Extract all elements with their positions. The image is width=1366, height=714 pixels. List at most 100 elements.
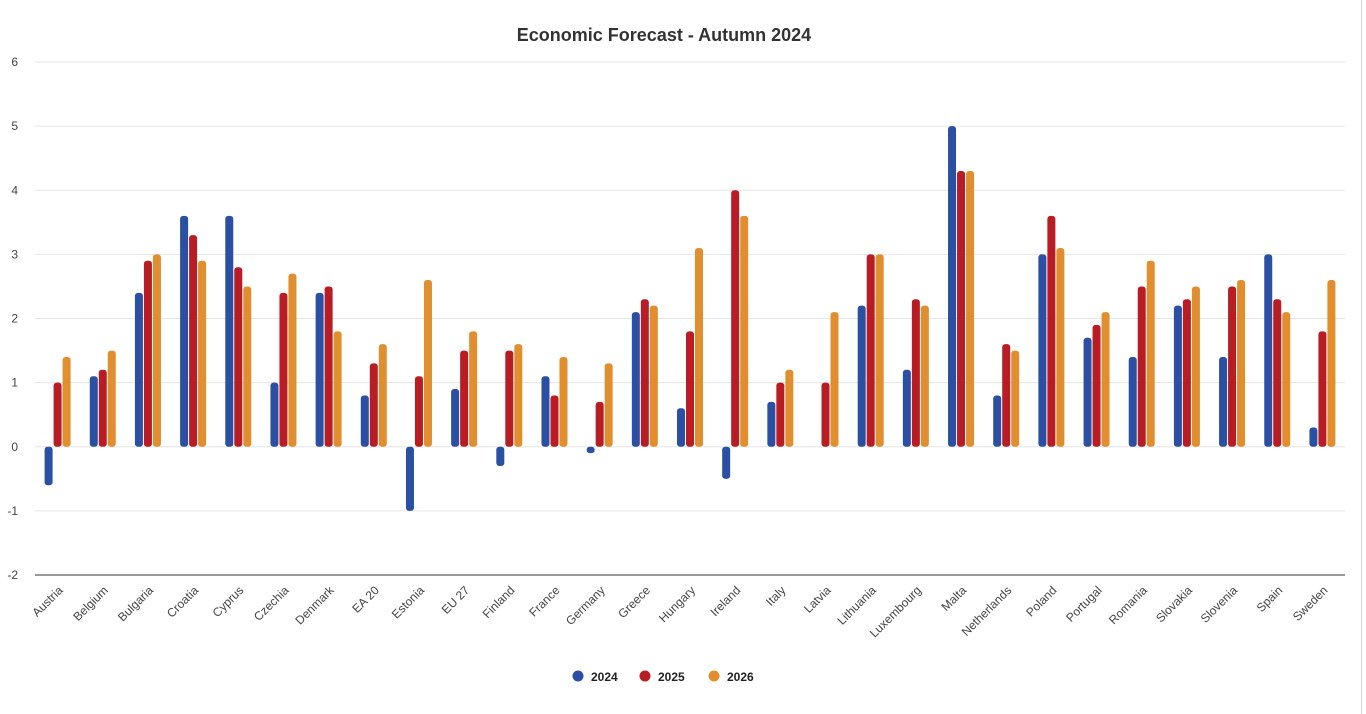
bar-2026-luxembourg: [920, 305, 929, 447]
legend-swatch-icon: [639, 670, 651, 682]
x-tick-label: Denmark: [292, 583, 337, 628]
legend-label: 2024: [591, 670, 618, 684]
bar-2025-slovenia: [1228, 286, 1237, 447]
bar-2025-luxembourg: [911, 299, 920, 447]
bar-2026-finland: [514, 344, 523, 447]
bar-2024-bulgaria: [134, 292, 143, 447]
bar-2025-sweden: [1318, 331, 1327, 447]
x-tick-label: Romania: [1106, 583, 1150, 627]
bar-2024-ireland: [722, 446, 731, 479]
bar-2025-bulgaria: [143, 260, 152, 447]
bar-2025-greece: [640, 299, 649, 447]
bar-2024-czechia: [270, 382, 279, 447]
y-tick-label: -1: [7, 504, 18, 518]
bar-2024-austria: [44, 446, 53, 486]
bar-2024-luxembourg: [902, 369, 911, 447]
bar-2026-slovenia: [1237, 280, 1246, 447]
bar-2026-croatia: [198, 260, 207, 447]
bar-2025-netherlands: [1002, 344, 1011, 447]
x-tick-label: France: [526, 583, 563, 620]
x-tick-label: Estonia: [389, 583, 427, 621]
x-tick-label: Hungary: [656, 583, 698, 625]
bar-2025-lithuania: [866, 254, 875, 447]
bar-2024-finland: [496, 446, 505, 466]
x-tick-label: Lithuania: [834, 583, 879, 628]
bar-2026-slovakia: [1191, 286, 1200, 447]
x-tick-label: Bulgaria: [115, 583, 156, 624]
x-tick-label: Czechia: [251, 583, 292, 624]
bar-2025-germany: [595, 401, 604, 447]
bar-2025-czechia: [279, 292, 288, 447]
bar-2024-slovakia: [1173, 305, 1182, 447]
bar-2026-eu-27: [469, 331, 478, 447]
x-tick-label: Austria: [29, 583, 66, 620]
x-tick-label: Ireland: [707, 583, 743, 619]
x-tick-label: EU 27: [439, 583, 473, 617]
bar-2024-croatia: [180, 215, 189, 447]
legend-swatch-icon: [708, 670, 720, 682]
bar-2025-ea-20: [369, 363, 378, 447]
bar-2025-finland: [505, 350, 514, 447]
bar-2026-poland: [1056, 247, 1065, 447]
legend-item-2024[interactable]: 2024: [572, 670, 619, 684]
y-tick-label: 0: [11, 440, 18, 454]
bar-2024-eu-27: [451, 389, 460, 447]
x-tick-label: Finland: [480, 583, 518, 621]
bar-2024-hungary: [677, 408, 685, 447]
bar-2026-ireland: [740, 215, 749, 447]
bar-2025-spain: [1273, 299, 1282, 447]
y-tick-label: 4: [11, 183, 18, 197]
bar-2026-czechia: [288, 273, 297, 447]
bar-2025-croatia: [189, 235, 198, 447]
bar-2026-austria: [62, 356, 71, 447]
bar-2024-denmark: [315, 292, 324, 447]
x-tick-label: Portugal: [1063, 583, 1105, 625]
x-tick-label: Germany: [563, 583, 608, 628]
bar-2024-italy: [767, 401, 776, 447]
bar-2025-france: [550, 395, 559, 447]
bar-2026-italy: [785, 369, 794, 447]
x-tick-label: Cyprus: [210, 583, 247, 620]
bar-2024-sweden: [1309, 427, 1318, 447]
bar-2024-estonia: [405, 446, 414, 511]
x-tick-label: Slovakia: [1153, 583, 1195, 625]
bar-2026-latvia: [830, 312, 839, 447]
bar-2026-romania: [1146, 260, 1155, 447]
y-tick-label: 2: [11, 312, 18, 326]
y-tick-label: 5: [11, 119, 18, 133]
bar-2026-ea-20: [378, 344, 387, 447]
bar-2025-hungary: [686, 331, 694, 447]
bar-2025-romania: [1137, 286, 1146, 447]
legend-item-2026[interactable]: 2026: [708, 670, 755, 684]
x-tick-label: Belgium: [70, 583, 111, 624]
bar-2024-slovenia: [1219, 356, 1228, 447]
bar-2026-portugal: [1101, 312, 1110, 447]
y-tick-label: 6: [11, 55, 18, 69]
bar-2025-ireland: [731, 190, 740, 447]
bar-2026-france: [559, 356, 568, 447]
bar-2026-hungary: [695, 247, 703, 447]
legend: 2024 2025 2026: [572, 670, 755, 684]
bar-2024-poland: [1038, 254, 1047, 447]
bar-2024-greece: [631, 312, 640, 447]
bar-2025-slovakia: [1182, 299, 1191, 447]
bar-2026-belgium: [107, 350, 116, 447]
bar-2024-malta: [948, 126, 957, 447]
bar-2025-denmark: [324, 286, 333, 447]
x-tick-label: Poland: [1023, 583, 1059, 619]
bar-2024-france: [541, 376, 550, 447]
x-axis-ticks: Austria Belgium Bulgaria Croatia Cyprus Czech…: [29, 583, 1330, 641]
bar-2024-belgium: [89, 376, 98, 447]
bar-2026-germany: [604, 363, 613, 447]
bar-2025-austria: [53, 382, 62, 447]
bar-2024-netherlands: [993, 395, 1002, 447]
bar-2025-italy: [776, 382, 785, 447]
bar-2026-malta: [966, 171, 975, 447]
x-tick-label: Italy: [763, 583, 788, 608]
bar-2025-belgium: [98, 369, 107, 447]
x-tick-label: Malta: [939, 583, 970, 614]
y-tick-label: 3: [11, 247, 18, 261]
legend-item-2025[interactable]: 2025: [639, 670, 686, 684]
chart-title: Economic Forecast - Autumn 2024: [517, 25, 811, 45]
